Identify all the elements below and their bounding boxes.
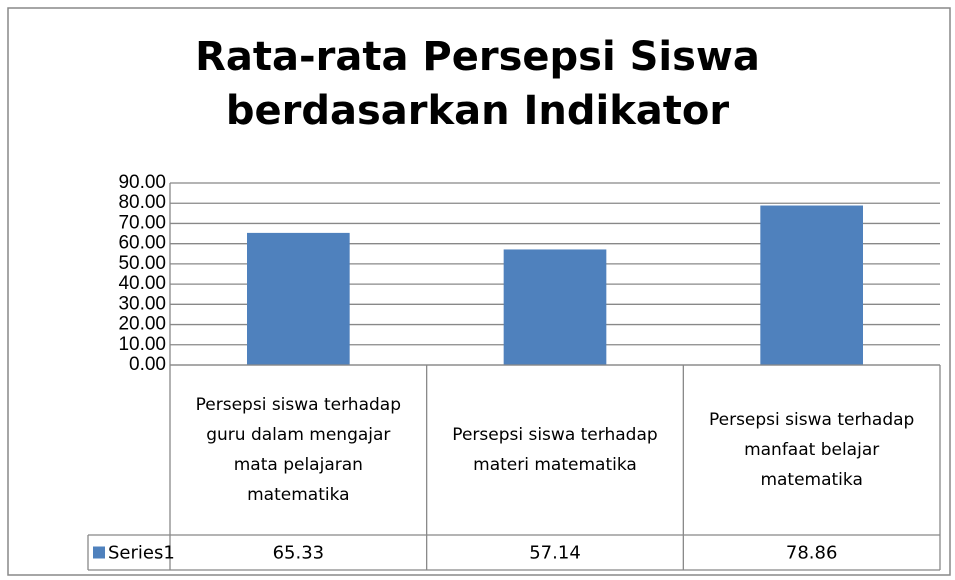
y-tick-label: 40.00 — [118, 273, 166, 294]
x-tick-label: Persepsi siswa terhadap guru dalam menga… — [195, 395, 401, 505]
legend-swatch — [93, 546, 105, 559]
y-tick-label: 0.00 — [129, 354, 166, 375]
y-tick-label: 10.00 — [118, 334, 166, 355]
legend-label: Series1 — [108, 543, 175, 564]
table-value: 78.86 — [786, 543, 838, 564]
y-tick-label: 60.00 — [118, 233, 166, 254]
category-cell: Persepsi siswa terhadap guru dalam menga… — [195, 395, 401, 505]
table-value: 65.33 — [273, 543, 325, 564]
category-cell: Persepsi siswa terhadap materi matematik… — [452, 425, 658, 475]
y-tick-label: 50.00 — [118, 253, 166, 274]
table-value: 57.14 — [529, 543, 581, 564]
y-tick-label: 90.00 — [118, 172, 166, 193]
category-cell: Persepsi siswa terhadap manfaat belajar … — [708, 410, 915, 490]
bar — [503, 249, 607, 365]
x-tick-label: Persepsi siswa terhadap materi matematik… — [452, 425, 658, 475]
y-tick-label: 20.00 — [118, 314, 166, 335]
x-tick-label: Persepsi siswa terhadap manfaat belajar … — [708, 410, 915, 490]
y-tick-label: 30.00 — [118, 293, 166, 314]
y-tick-label: 80.00 — [118, 192, 166, 213]
y-tick-label: 70.00 — [118, 212, 166, 233]
bar — [247, 232, 350, 365]
title-box: Rata-rata Persepsi Siswa berdasarkan Ind… — [195, 34, 760, 134]
bar — [760, 205, 863, 365]
chart-title: Rata-rata Persepsi Siswa berdasarkan Ind… — [195, 34, 760, 134]
